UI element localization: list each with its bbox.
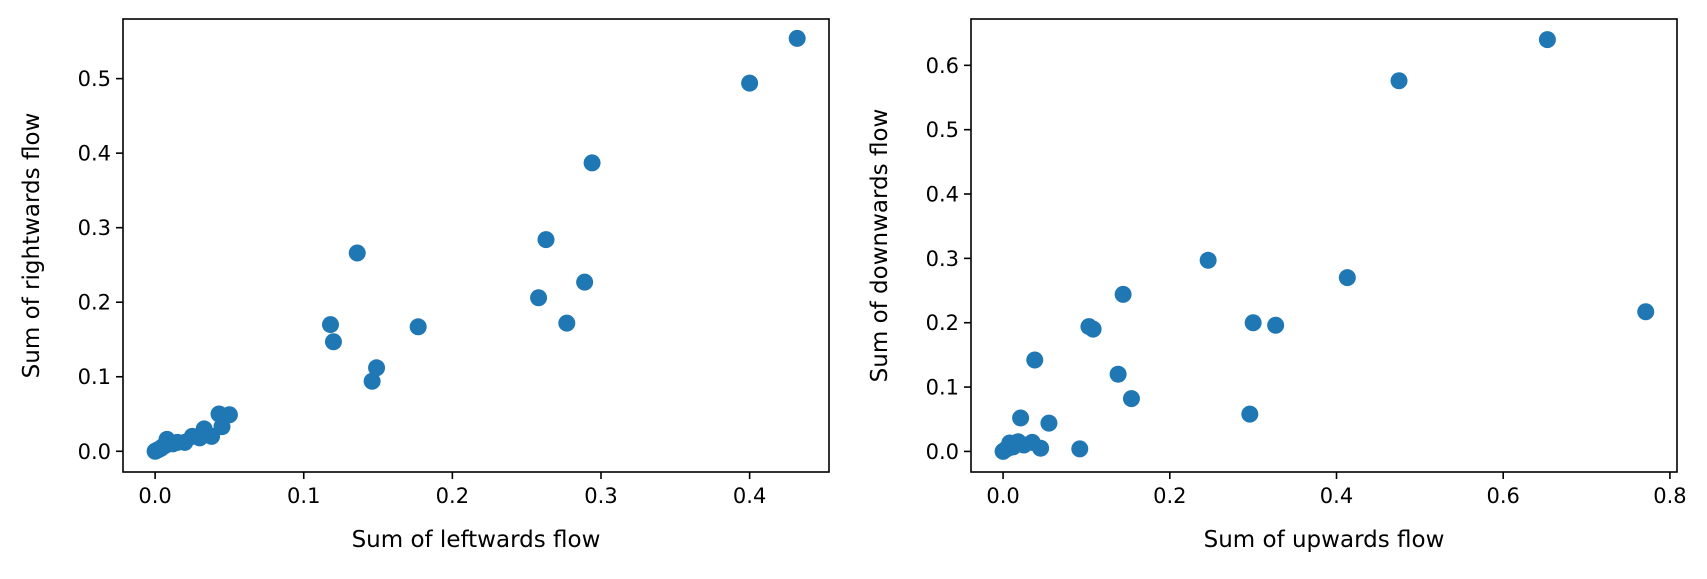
y-tick-label: 0.6	[926, 54, 959, 78]
data-point	[220, 406, 238, 424]
y-tick-label: 0.1	[926, 376, 959, 400]
x-axis-label: Sum of upwards flow	[1204, 527, 1445, 553]
data-point	[1338, 269, 1356, 287]
data-point	[1084, 320, 1102, 338]
data-point	[321, 316, 339, 334]
data-point	[368, 359, 386, 377]
data-point	[576, 273, 594, 291]
y-tick-label: 0.0	[926, 440, 959, 464]
y-tick-label: 0.4	[78, 142, 111, 166]
data-point	[363, 372, 381, 390]
data-point	[1071, 440, 1089, 458]
plot-area-frame	[122, 18, 830, 473]
x-tick-label: 0.0	[986, 484, 1019, 508]
data-point	[1241, 405, 1259, 423]
data-point	[530, 289, 548, 307]
x-tick-label: 0.4	[1320, 484, 1353, 508]
data-point	[1122, 390, 1140, 408]
y-tick-label: 0.5	[926, 118, 959, 142]
x-tick-label: 0.0	[138, 484, 171, 508]
data-point	[788, 29, 806, 47]
x-axis-label: Sum of leftwards flow	[352, 527, 601, 553]
data-point	[1244, 314, 1262, 332]
y-tick-label: 0.2	[78, 291, 111, 315]
y-tick-label: 0.3	[78, 216, 111, 240]
data-point	[1012, 409, 1030, 427]
scatter-chart-left: 0.0 0.1 0.2 0.3 0.4 0.0 0.1 0.2 0.3 0.4 0.5 Sum of …	[19, 18, 830, 553]
y-tick-label: 0.2	[926, 311, 959, 335]
x-tick-label: 0.2	[1153, 484, 1186, 508]
x-tick-label: 0.6	[1487, 484, 1520, 508]
data-point	[1267, 316, 1285, 334]
data-point	[1026, 351, 1044, 369]
x-tick-label: 0.2	[436, 484, 469, 508]
scatter-chart-right: 0.0 0.2 0.4 0.6 0.8 0.0 0.1 0.2 0.3 0.4 0.5 0.6 Sum …	[867, 18, 1687, 553]
data-point	[741, 74, 759, 92]
y-tick-label: 0.0	[78, 440, 111, 464]
data-point	[537, 231, 555, 249]
plot-area-frame	[970, 18, 1678, 473]
data-point	[1114, 285, 1132, 303]
data-point	[1040, 414, 1058, 432]
data-point	[1032, 439, 1050, 457]
y-axis-label: Sum of rightwards flow	[19, 113, 45, 379]
data-point	[348, 244, 366, 262]
data-point	[1199, 251, 1217, 269]
data-point	[1109, 365, 1127, 383]
data-point	[409, 318, 427, 336]
x-tick-label: 0.4	[733, 484, 766, 508]
data-point	[324, 333, 342, 351]
data-point	[1390, 72, 1408, 90]
y-axis-label: Sum of downwards flow	[867, 109, 893, 383]
x-tick-label: 0.3	[584, 484, 617, 508]
y-tick-label: 0.3	[926, 247, 959, 271]
y-tick-label: 0.5	[78, 67, 111, 91]
data-point	[583, 154, 601, 172]
data-point	[1538, 31, 1556, 49]
x-tick-label: 0.8	[1653, 484, 1686, 508]
data-point	[558, 314, 576, 332]
y-tick-label: 0.1	[78, 365, 111, 389]
y-tick-label: 0.4	[926, 183, 959, 207]
x-tick-label: 0.1	[287, 484, 320, 508]
data-point	[1637, 303, 1655, 321]
